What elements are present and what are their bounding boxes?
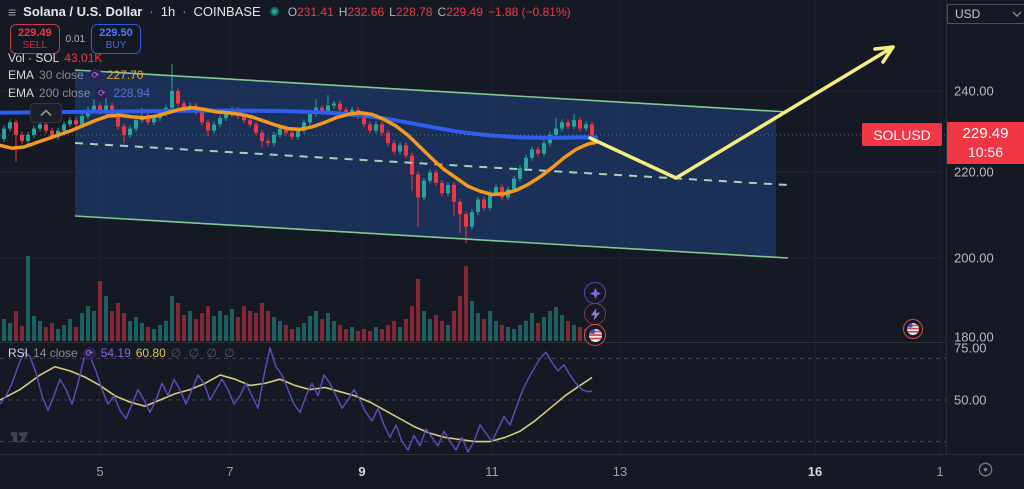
lightning-icon bbox=[590, 307, 600, 321]
buy-label: BUY bbox=[105, 39, 127, 51]
indicator-source-icon[interactable]: ⟳ bbox=[82, 346, 96, 360]
us-flag-event-button[interactable] bbox=[584, 324, 606, 346]
time-axis-label: 7 bbox=[226, 464, 234, 479]
low-label: L bbox=[389, 4, 396, 19]
volume-legend-row[interactable]: Vol · SOL 43.01K bbox=[8, 51, 102, 65]
buy-price: 229.50 bbox=[99, 27, 133, 39]
ema30-name: EMA bbox=[8, 68, 35, 82]
rsi-legend-row[interactable]: RSI 14 close ⟳ 54.19 60.80 ∅ ∅ ∅ ∅ bbox=[8, 346, 237, 360]
open-value: 231.41 bbox=[297, 4, 334, 19]
menu-icon[interactable]: ≡ bbox=[8, 3, 17, 20]
high-value: 232.66 bbox=[347, 4, 385, 19]
ohlc-readout: O231.41 H232.66 L228.78 C229.49 −1.88 (−… bbox=[288, 5, 571, 19]
separator: · bbox=[149, 4, 154, 19]
ema30-params: 30 close bbox=[39, 68, 84, 82]
indicator-source-icon[interactable]: ⟳ bbox=[95, 86, 109, 100]
time-axis-label: 9 bbox=[358, 464, 366, 479]
target-icon bbox=[978, 462, 993, 477]
high-label: H bbox=[338, 4, 348, 19]
chevron-down-icon bbox=[1012, 11, 1022, 17]
time-axis[interactable]: 5 7 9 11 13 16 1 bbox=[0, 454, 1024, 489]
sparkle-icon bbox=[589, 287, 601, 299]
tradingview-logo bbox=[8, 426, 32, 449]
time-axis-label: 13 bbox=[612, 464, 628, 479]
sell-button[interactable]: 229.49 SELL bbox=[10, 24, 60, 55]
us-flag-icon bbox=[907, 323, 919, 335]
price-axis-label: 50.00 bbox=[954, 392, 987, 408]
chevron-up-icon bbox=[40, 109, 52, 117]
exchange-label[interactable]: COINBASE bbox=[193, 4, 261, 19]
market-status-icon[interactable] bbox=[269, 7, 279, 16]
sell-label: SELL bbox=[22, 39, 48, 51]
separator: · bbox=[182, 4, 187, 19]
ema30-value: 227.70 bbox=[106, 68, 144, 82]
volume-legend-value: 43.01K bbox=[64, 51, 103, 65]
us-flag-event-marker[interactable] bbox=[903, 319, 923, 339]
ema200-value: 228.94 bbox=[113, 86, 151, 100]
open-label: O bbox=[287, 4, 298, 19]
scroll-to-recent-button[interactable] bbox=[977, 461, 994, 483]
price-axis[interactable]: 240.00 220.00 200.00 180.00 75.00 50.00 bbox=[946, 0, 1024, 455]
time-axis-label: 5 bbox=[96, 464, 104, 479]
symbol-title[interactable]: Solana / U.S. Dollar bbox=[23, 4, 143, 19]
rsi-value: 54.19 bbox=[100, 346, 131, 360]
time-axis-label: 1 bbox=[936, 464, 944, 479]
trade-panel: 229.49 SELL 0.01 229.50 BUY bbox=[10, 24, 141, 55]
ema200-name: EMA bbox=[8, 86, 35, 100]
price-axis-label: 240.00 bbox=[954, 83, 994, 99]
sell-price: 229.49 bbox=[18, 27, 52, 39]
close-value: 229.49 bbox=[446, 4, 483, 19]
rsi-name: RSI bbox=[8, 346, 29, 360]
currency-dropdown[interactable]: USD bbox=[947, 4, 1024, 24]
spread-value: 0.01 bbox=[65, 33, 86, 45]
lightning-action-button[interactable] bbox=[584, 303, 606, 325]
time-axis-label: 16 bbox=[807, 464, 823, 479]
change-value: −1.88 (−0.81%) bbox=[487, 4, 571, 19]
ema30-legend-row[interactable]: EMA 30 close ⟳ 227.70 bbox=[8, 68, 143, 82]
ema200-legend-row[interactable]: EMA 200 close ⟳ 228.94 bbox=[8, 86, 150, 100]
rsi-ma-value: 60.80 bbox=[135, 346, 166, 360]
buy-button[interactable]: 229.50 BUY bbox=[91, 24, 141, 55]
currency-value: USD bbox=[955, 7, 981, 21]
price-axis-label: 200.00 bbox=[954, 250, 994, 266]
price-axis-label: 220.00 bbox=[954, 164, 994, 180]
bar-countdown: 10:56 bbox=[967, 143, 1004, 160]
interval-label[interactable]: 1h bbox=[160, 4, 176, 19]
chart-header: ≡ Solana / U.S. Dollar · 1h · COINBASE O… bbox=[8, 4, 571, 19]
low-value: 228.78 bbox=[395, 4, 433, 19]
price-axis-label: 180.00 bbox=[954, 329, 994, 345]
symbol-price-tag: SOLUSD bbox=[862, 123, 942, 146]
volume-legend-title: Vol · SOL bbox=[8, 51, 60, 65]
ema200-params: 200 close bbox=[39, 86, 91, 100]
indicator-source-icon[interactable]: ⟳ bbox=[88, 68, 102, 82]
us-flag-icon bbox=[588, 328, 602, 342]
time-axis-label: 11 bbox=[485, 464, 499, 479]
last-price-value: 229.49 bbox=[962, 125, 1009, 142]
sparkle-action-button[interactable] bbox=[584, 282, 606, 304]
rsi-params: 14 close bbox=[33, 346, 78, 360]
collapse-legend-button[interactable] bbox=[30, 103, 62, 123]
rsi-empty-values: ∅ ∅ ∅ ∅ bbox=[170, 346, 237, 360]
last-price-box: 229.49 10:56 bbox=[947, 122, 1024, 164]
close-label: C bbox=[437, 4, 447, 19]
price-axis-label: 75.00 bbox=[954, 340, 987, 356]
